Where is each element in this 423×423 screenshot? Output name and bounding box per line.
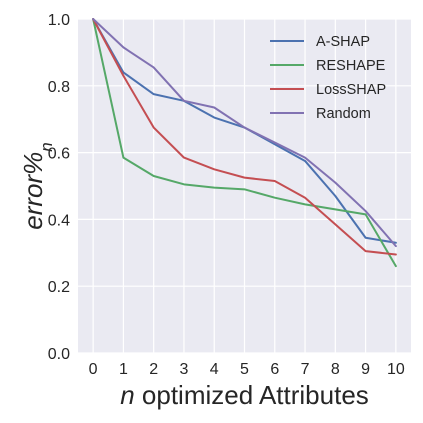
x-tick-label: 1 — [119, 361, 128, 378]
y-tick-label: 0.2 — [48, 279, 70, 296]
y-axis-label-subscript: n — [37, 142, 56, 151]
y-tick-label: 0.0 — [48, 346, 70, 363]
x-tick-label: 2 — [149, 361, 158, 378]
x-axis-label: n optimized Attributes — [120, 380, 369, 410]
series-line-random — [92, 18, 397, 248]
y-tick-label: 0.8 — [48, 79, 70, 96]
x-tick-label: 10 — [387, 361, 405, 378]
x-tick-label: 8 — [331, 361, 340, 378]
x-tick-label: 7 — [301, 361, 310, 378]
legend: A-SHAP RESHAPE LossSHAP Random — [270, 34, 386, 122]
x-tick-label: 9 — [361, 361, 370, 378]
legend-label: LossSHAP — [316, 82, 386, 98]
x-tick-label: 4 — [210, 361, 219, 378]
series-lines — [92, 18, 397, 268]
y-tick-label: 0.4 — [48, 212, 70, 229]
x-axis-label-variable: n — [120, 380, 134, 410]
series-line-reshape — [92, 18, 397, 268]
y-tick-label: 0.6 — [48, 146, 70, 163]
x-tick-label: 5 — [240, 361, 249, 378]
legend-label: A-SHAP — [316, 34, 370, 50]
y-axis-label-text: error% — [18, 152, 48, 230]
y-axis-ticks: 0.0 0.2 0.4 0.6 0.8 1.0 — [48, 12, 70, 363]
x-tick-label: 3 — [180, 361, 189, 378]
x-axis-ticks: 0 1 2 3 4 5 6 7 8 9 10 — [89, 361, 405, 378]
y-tick-label: 1.0 — [48, 12, 70, 29]
legend-label: Random — [316, 106, 371, 122]
series-line-lossshap — [92, 18, 397, 256]
legend-label: RESHAPE — [316, 58, 386, 74]
x-axis-label-text: optimized Attributes — [135, 380, 369, 410]
x-tick-label: 0 — [89, 361, 98, 378]
x-tick-label: 6 — [270, 361, 279, 378]
y-axis-label: error%n — [18, 142, 56, 229]
